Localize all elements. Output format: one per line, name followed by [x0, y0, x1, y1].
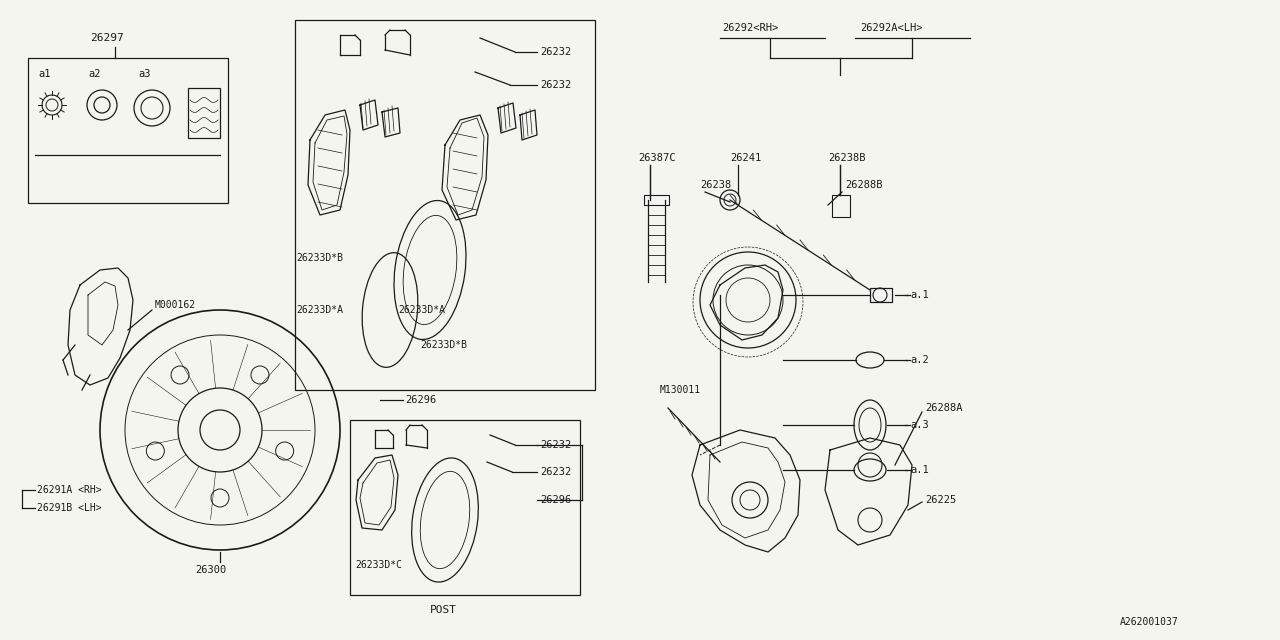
- Bar: [188, 88, 220, 138]
- Text: 26297: 26297: [90, 33, 124, 43]
- Bar: [349, 420, 580, 595]
- Bar: [832, 195, 850, 217]
- Text: 26238B: 26238B: [828, 153, 865, 163]
- Text: M130011: M130011: [660, 385, 701, 395]
- Text: 26296: 26296: [404, 395, 436, 405]
- Text: a3: a3: [138, 69, 151, 79]
- Text: a2: a2: [88, 69, 101, 79]
- Bar: [28, 58, 228, 203]
- Text: a.3: a.3: [910, 420, 929, 430]
- Text: a.1: a.1: [910, 465, 929, 475]
- Text: 26233D*B: 26233D*B: [296, 253, 343, 263]
- Text: 26238: 26238: [700, 180, 731, 190]
- Text: 26292<RH>: 26292<RH>: [722, 23, 778, 33]
- Text: 26233D*A: 26233D*A: [296, 305, 343, 315]
- Text: 26296: 26296: [540, 495, 571, 505]
- Text: M000162: M000162: [155, 300, 196, 310]
- Text: A262001037: A262001037: [1120, 617, 1179, 627]
- Text: 26233D*A: 26233D*A: [398, 305, 445, 315]
- Text: 26288A: 26288A: [925, 403, 963, 413]
- Text: 26292A<LH>: 26292A<LH>: [860, 23, 923, 33]
- Text: 26291B <LH>: 26291B <LH>: [37, 503, 101, 513]
- Text: a.2: a.2: [910, 355, 929, 365]
- Text: 26232: 26232: [540, 80, 571, 90]
- Text: a1: a1: [38, 69, 50, 79]
- Text: POST: POST: [430, 605, 457, 615]
- Text: 26232: 26232: [540, 467, 571, 477]
- Text: 26288B: 26288B: [845, 180, 882, 190]
- Text: 26233D*C: 26233D*C: [355, 560, 402, 570]
- Bar: [644, 195, 669, 205]
- Text: 26232: 26232: [540, 440, 571, 450]
- Text: 26233D*B: 26233D*B: [420, 340, 467, 350]
- Text: 26232: 26232: [540, 47, 571, 57]
- Text: 26225: 26225: [925, 495, 956, 505]
- Text: a.1: a.1: [910, 290, 929, 300]
- Bar: [870, 288, 892, 302]
- Text: 26387C: 26387C: [637, 153, 676, 163]
- Text: 26291A <RH>: 26291A <RH>: [37, 485, 101, 495]
- Bar: [294, 20, 595, 390]
- Text: 26241: 26241: [730, 153, 762, 163]
- Text: 26300: 26300: [195, 565, 227, 575]
